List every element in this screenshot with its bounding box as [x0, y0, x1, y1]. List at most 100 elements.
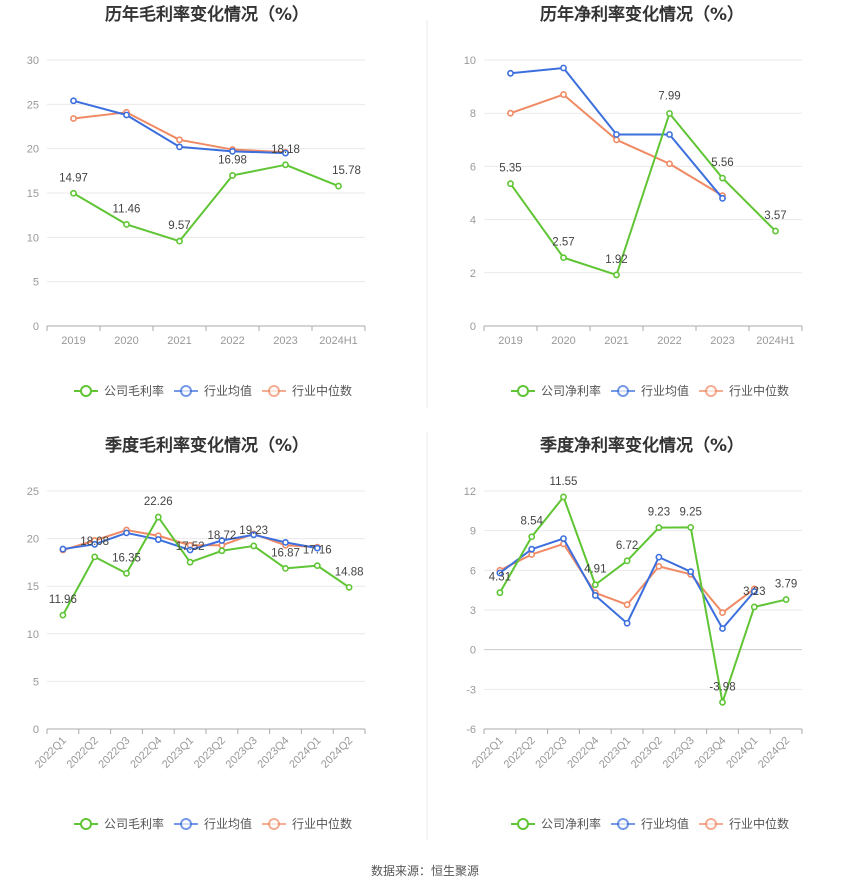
y-tick-label: 5 — [33, 676, 39, 688]
legend-marker — [80, 818, 92, 830]
data-point — [282, 564, 289, 572]
data-point — [218, 547, 226, 555]
data-label: 3.79 — [775, 579, 797, 591]
data-point — [687, 523, 695, 531]
chart-annual-gross-margin: 历年毛利率变化情况（%） 0 5 10 15 20 25 30 2019 2020 2021 2022… — [27, 4, 366, 398]
data-point — [507, 109, 514, 117]
data-point — [591, 592, 599, 599]
legend-marker — [705, 818, 717, 830]
legend-marker — [80, 385, 92, 397]
data-point — [91, 553, 99, 561]
data-label: -3.98 — [709, 681, 735, 693]
data-label: 9.57 — [168, 220, 190, 232]
x-tick-label: 2022Q3 — [533, 735, 569, 771]
data-point — [613, 136, 620, 144]
legend-label: 行业中位数 — [292, 816, 352, 831]
data-label: 8.54 — [521, 516, 544, 528]
data-label: 18.72 — [208, 530, 237, 542]
data-point — [528, 545, 536, 553]
y-tick-label: 25 — [27, 99, 39, 111]
x-tick-label: 2023Q3 — [661, 735, 697, 771]
legend-marker — [617, 385, 629, 397]
data-label: 14.97 — [59, 172, 88, 184]
data-point — [623, 619, 631, 627]
legend-label: 行业中位数 — [729, 816, 789, 831]
data-point — [282, 161, 289, 169]
y-tick-label: 9 — [470, 526, 476, 538]
legend-marker — [180, 385, 192, 397]
data-point — [218, 537, 226, 544]
data-point — [666, 110, 673, 117]
data-label: 3.23 — [743, 586, 765, 598]
x-tick-label: 2022Q3 — [96, 735, 132, 771]
x-tick-label: 2021 — [167, 335, 191, 347]
data-point — [623, 601, 631, 609]
data-point — [335, 182, 342, 190]
legend-label: 公司净利率 — [541, 383, 601, 398]
data-label: 11.55 — [550, 476, 578, 488]
data-point — [250, 531, 258, 539]
data-point — [655, 524, 663, 532]
data-point — [496, 569, 504, 577]
data-point — [70, 189, 77, 197]
data-point — [496, 589, 504, 597]
data-point — [176, 136, 183, 144]
data-point — [345, 583, 353, 591]
x-tick-label: 2022Q1 — [33, 735, 69, 771]
data-point — [591, 581, 599, 589]
data-point — [229, 147, 236, 155]
data-point — [282, 539, 289, 546]
x-tick-label: 2023 — [710, 335, 734, 347]
y-tick-label: 5 — [33, 277, 39, 289]
legend-marker — [617, 818, 629, 830]
data-label: 4.91 — [584, 564, 606, 576]
data-label: 9.25 — [680, 506, 702, 518]
data-point — [507, 180, 514, 188]
data-point — [250, 542, 258, 550]
x-tick-label: 2021 — [604, 335, 628, 347]
series-line — [510, 93, 724, 197]
y-tick-label: 10 — [27, 232, 39, 244]
data-point — [623, 557, 631, 565]
data-point — [123, 220, 130, 228]
data-point — [719, 625, 726, 632]
data-point — [282, 149, 289, 157]
legend-label: 公司净利率 — [541, 816, 601, 831]
series-line — [62, 516, 350, 616]
y-tick-label: 0 — [33, 724, 39, 736]
legend-label: 公司毛利率 — [104, 816, 164, 831]
data-point — [750, 603, 758, 611]
data-label: 1.92 — [605, 254, 627, 266]
data-point — [70, 115, 77, 122]
data-point — [613, 131, 620, 138]
series-line — [499, 495, 787, 704]
data-point — [719, 194, 726, 202]
data-label: 16.35 — [112, 552, 141, 564]
chart-title: 历年净利率变化情况（%） — [540, 4, 744, 25]
y-tick-label: 6 — [470, 161, 476, 173]
data-point — [59, 611, 67, 619]
data-point — [666, 131, 673, 138]
data-label: 16.87 — [271, 547, 300, 559]
data-label: 4.31 — [489, 572, 511, 584]
data-source-note: 数据来源：恒生聚源 — [370, 864, 479, 878]
chart-quarterly-net-margin: 季度净利率变化情况（%） -6 -3 0 3 6 9 12 2022Q12022Q22022Q3… — [464, 435, 803, 831]
data-point — [186, 546, 194, 554]
data-label: 5.56 — [711, 157, 733, 169]
legend-marker — [517, 818, 529, 830]
x-tick-label: 2023Q1 — [597, 735, 633, 771]
chart-title: 历年毛利率变化情况（%） — [105, 4, 309, 25]
data-point — [176, 237, 183, 245]
x-tick-label: 2020 — [114, 335, 138, 347]
data-label: 11.46 — [113, 203, 141, 215]
data-point — [666, 160, 673, 168]
y-tick-label: 0 — [33, 321, 39, 333]
data-point — [560, 91, 567, 98]
y-tick-label: 30 — [27, 55, 39, 67]
legend-marker — [268, 818, 280, 830]
data-point — [528, 533, 536, 541]
y-tick-label: 0 — [470, 321, 476, 333]
data-point — [560, 535, 567, 542]
x-tick-label: 2024H1 — [319, 335, 358, 347]
data-point — [560, 493, 567, 501]
